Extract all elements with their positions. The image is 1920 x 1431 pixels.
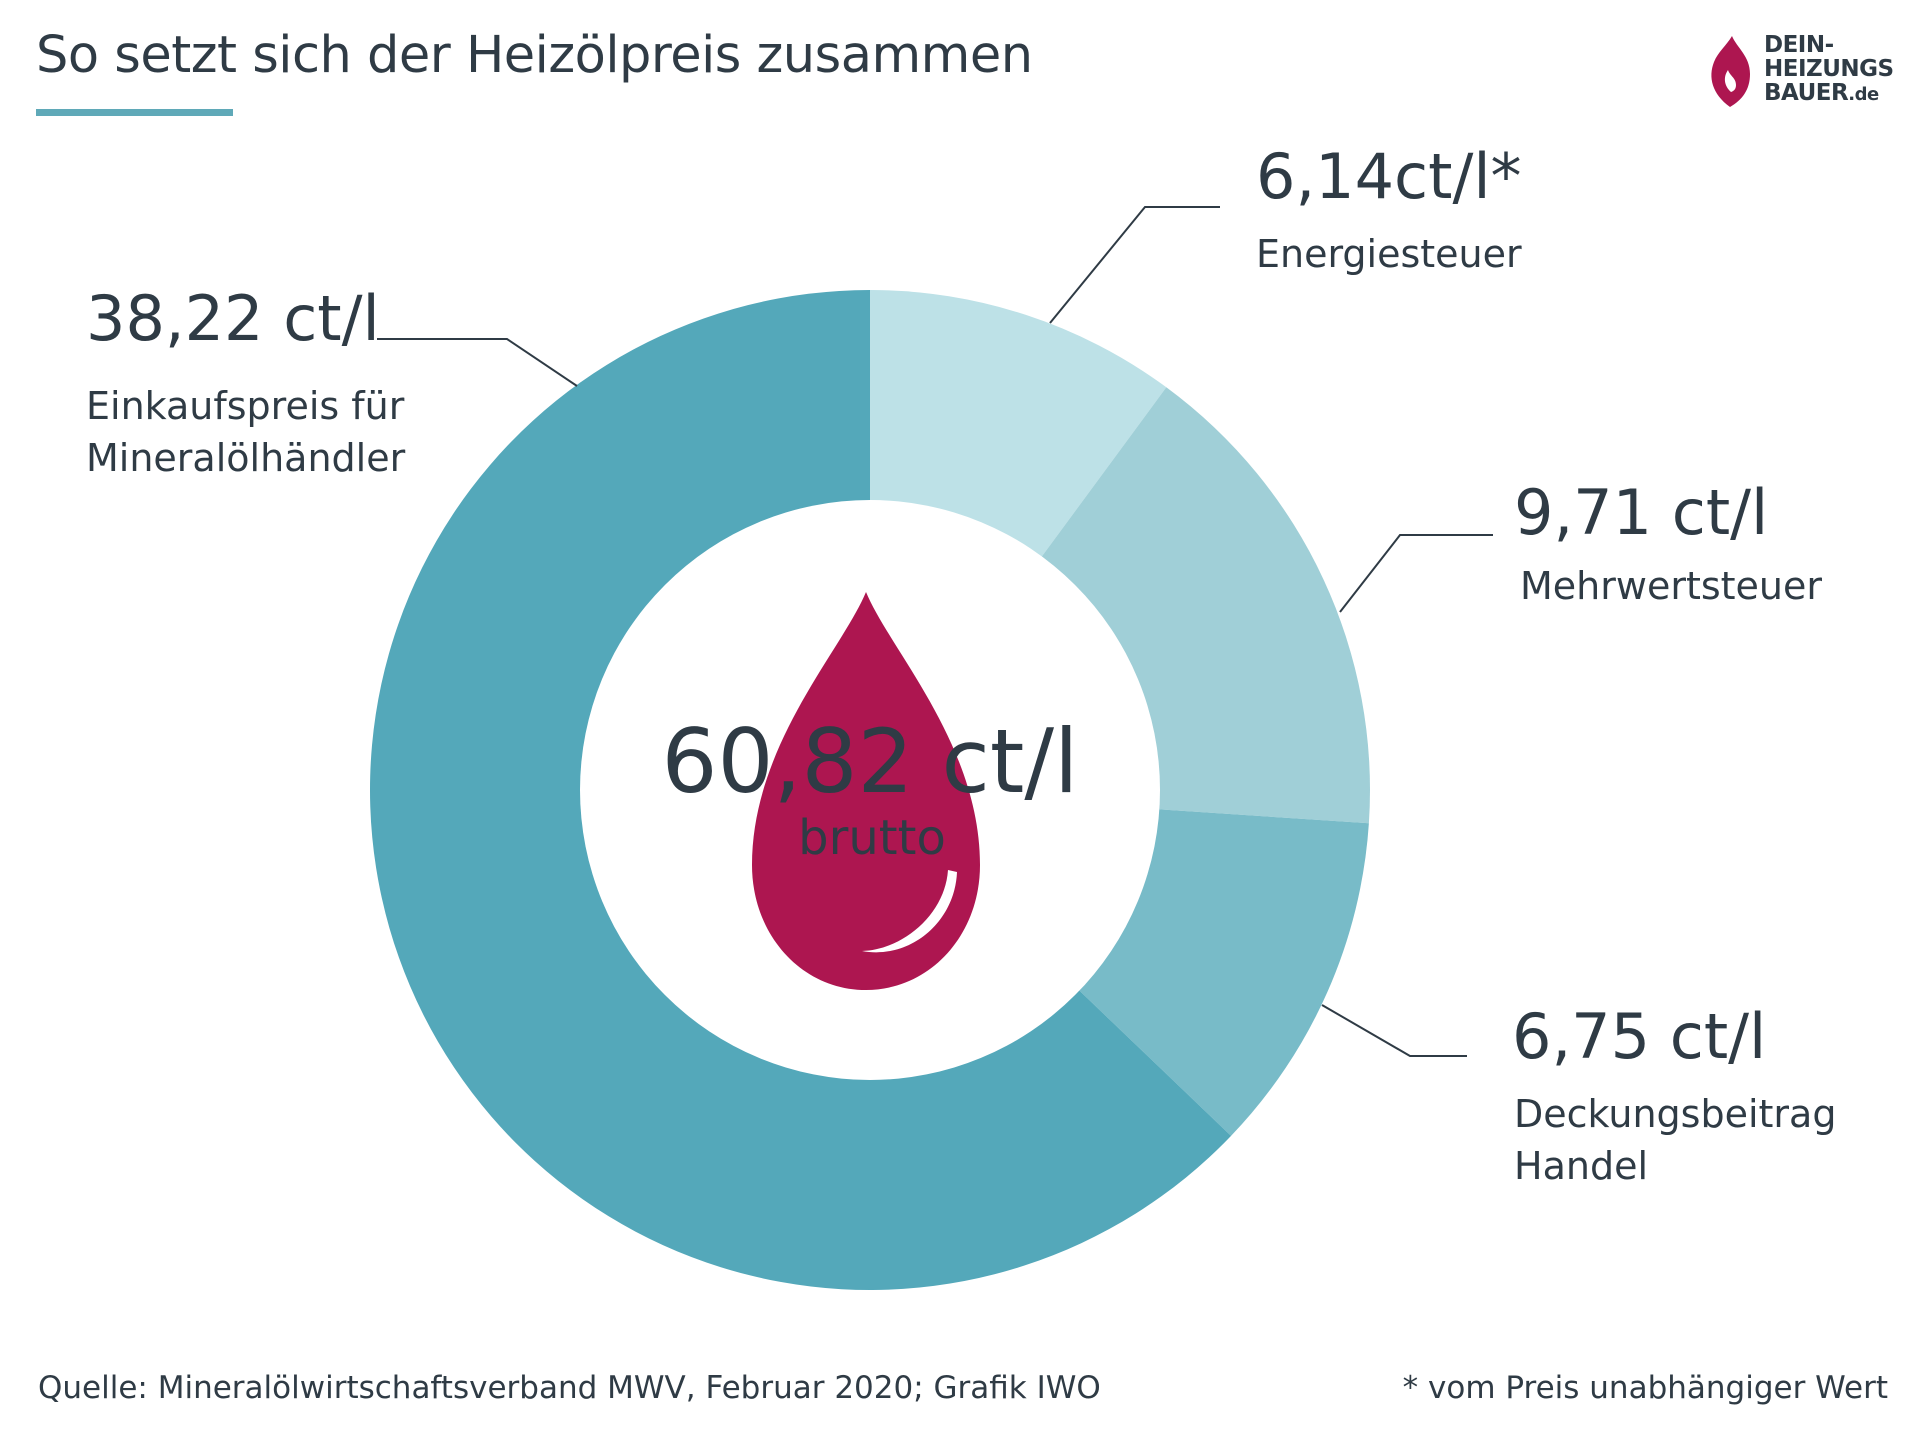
label-handel-name-1: Deckungsbeitrag [1514, 1092, 1837, 1136]
logo-line-3-main: BAUER [1764, 80, 1849, 106]
logo-line-3: BAUER.de [1764, 81, 1894, 107]
leader-line-einkauf [377, 338, 578, 387]
leader-lines [377, 206, 1493, 1057]
leader-line-mwst [1339, 534, 1493, 613]
logo-suffix: .de [1848, 84, 1879, 105]
label-energie-value: 6,14ct/l* [1256, 140, 1522, 213]
label-mwst-name: Mehrwertsteuer [1520, 564, 1823, 608]
label-mwst-value: 9,71 ct/l [1514, 476, 1769, 549]
title-underline [36, 109, 233, 116]
label-handel-value: 6,75 ct/l [1512, 1000, 1767, 1073]
logo-flame-icon [1711, 36, 1750, 107]
label-einkauf-name-2: Mineralölhändler [86, 436, 406, 480]
label-einkauf-name-1: Einkaufspreis für [86, 384, 405, 428]
label-einkauf-value: 38,22 ct/l [86, 282, 380, 355]
leader-line-handel [1321, 1004, 1467, 1057]
logo-line-2: HEIZUNGS [1764, 56, 1894, 82]
oil-drop-icon [752, 592, 980, 990]
footnote: * vom Preis unabhängiger Wert [1402, 1370, 1888, 1406]
label-energie-name: Energiesteuer [1256, 232, 1522, 276]
leader-line-energie [1049, 206, 1220, 324]
center-total-value: 60,82 ct/l [661, 710, 1079, 813]
logo-line-1: DEIN- [1764, 32, 1834, 58]
chart-title: So setzt sich der Heizölpreis zusammen [36, 26, 1033, 85]
logo-text: DEIN- HEIZUNGS BAUER.de [1764, 33, 1894, 107]
label-handel-name-2: Handel [1514, 1144, 1649, 1188]
source-note: Quelle: Mineralölwirtschaftsverband MWV,… [38, 1370, 1101, 1406]
center-total-sub: brutto [798, 810, 946, 866]
